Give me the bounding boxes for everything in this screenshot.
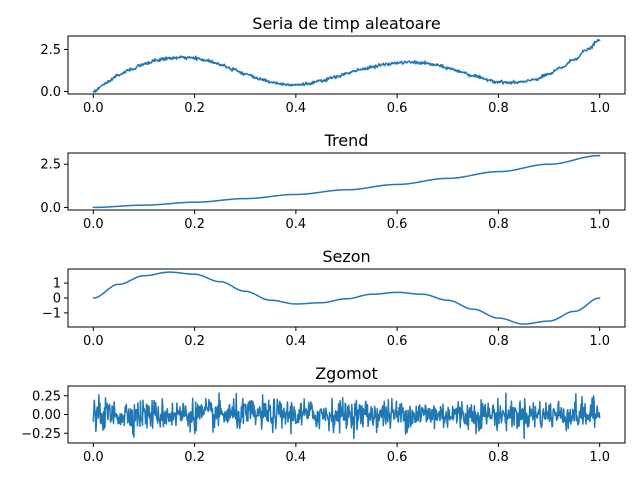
x-tick-label: 0.2 bbox=[184, 450, 205, 465]
x-tick-label: 0.8 bbox=[488, 101, 509, 116]
x-tick-label: 0.2 bbox=[184, 334, 205, 349]
y-tick-label: 0 bbox=[53, 292, 61, 307]
y-tick-label: 0.25 bbox=[32, 389, 61, 404]
x-tick-label: 0.8 bbox=[488, 450, 509, 465]
x-tick-label: 1.0 bbox=[589, 450, 610, 465]
series-line bbox=[92, 271, 601, 325]
subplot-title: Sezon bbox=[322, 247, 370, 266]
y-tick-label: 2.5 bbox=[40, 43, 61, 58]
subplot-3: Sezon 0.0 0.2 0.4 0.6 0.8 1.0 10−1 bbox=[42, 247, 626, 349]
y-tick-label: −1 bbox=[42, 306, 61, 321]
subplot-4: Zgomot 0.0 0.2 0.4 0.6 0.8 1.0 0.25 0.00 −0.25 bbox=[21, 364, 626, 465]
y-tick-label: 0.00 bbox=[32, 408, 61, 423]
y-tick-label: 0.0 bbox=[40, 201, 61, 216]
x-tick-label: 0.8 bbox=[488, 217, 509, 232]
subplot-title: Zgomot bbox=[315, 364, 378, 383]
axes-frame bbox=[67, 152, 626, 211]
y-tick-label: 1 bbox=[53, 277, 61, 292]
x-tick-label: 0.8 bbox=[488, 334, 509, 349]
x-tick-label: 0.4 bbox=[286, 101, 307, 116]
y-tick-label: −0.25 bbox=[21, 427, 61, 442]
y-tick-label: 0.0 bbox=[40, 85, 61, 100]
subplot-title: Seria de timp aleatoare bbox=[252, 14, 440, 33]
x-tick-label: 1.0 bbox=[589, 334, 610, 349]
x-tick-label: 0.6 bbox=[387, 101, 408, 116]
subplot-1: Seria de timp aleatoare 0.0 0.2 0.4 0.6 0.8 1.… bbox=[40, 14, 626, 116]
x-tick-label: 0.4 bbox=[286, 450, 307, 465]
series-line bbox=[92, 38, 601, 93]
y-tick-label: 2.5 bbox=[40, 158, 61, 173]
subplots: Seria de timp aleatoare 0.0 0.2 0.4 0.6 0.8 1.… bbox=[21, 14, 626, 465]
x-tick-label: 0.2 bbox=[184, 217, 205, 232]
x-tick-label: 0.0 bbox=[83, 450, 104, 465]
x-tick-label: 0.6 bbox=[387, 450, 408, 465]
series-line bbox=[92, 154, 601, 209]
subplot-2: Trend 0.0 0.2 0.4 0.6 0.8 1.0 0.0 2.5 bbox=[40, 131, 626, 232]
x-tick-label: 0.2 bbox=[184, 101, 205, 116]
x-tick-label: 0.0 bbox=[83, 101, 104, 116]
x-tick-label: 1.0 bbox=[589, 217, 610, 232]
x-tick-label: 0.4 bbox=[286, 217, 307, 232]
subplot-title: Trend bbox=[324, 131, 369, 150]
x-tick-label: 0.0 bbox=[83, 217, 104, 232]
x-tick-label: 0.0 bbox=[83, 334, 104, 349]
x-tick-label: 0.4 bbox=[286, 334, 307, 349]
x-tick-label: 1.0 bbox=[589, 101, 610, 116]
series-line bbox=[92, 392, 601, 440]
x-tick-label: 0.6 bbox=[387, 334, 408, 349]
axes-frame bbox=[67, 35, 626, 95]
x-tick-label: 0.6 bbox=[387, 217, 408, 232]
